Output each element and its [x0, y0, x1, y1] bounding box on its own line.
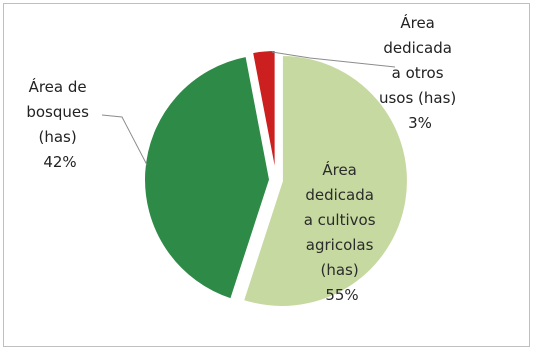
pie-slice-bosques [143, 54, 272, 301]
leader-line-otros [271, 51, 396, 68]
slice-label-cultivos-line: agricolas [306, 236, 374, 254]
slice-label-cultivos-line: dedicada [305, 186, 374, 204]
slice-label-otros-line: usos (has) [379, 89, 456, 107]
slice-label-bosques: Área de bosques (has) 42% [26, 77, 93, 171]
pie-slice-cultivos [241, 53, 409, 308]
slice-percent-cultivos: 55% [325, 286, 358, 304]
slice-label-otros-line: dedicada [383, 39, 452, 57]
leader-lines [101, 51, 396, 166]
slice-label-bosques-line: (has) [39, 128, 77, 146]
slice-label-bosques-line: bosques [26, 103, 89, 121]
slice-label-otros: Área dedicada a otros usos (has) 3% [379, 13, 461, 132]
slice-label-cultivos-line: a cultivos [304, 211, 376, 229]
pie-slice-otros [250, 49, 277, 177]
slice-percent-otros: 3% [408, 114, 432, 132]
slice-label-otros-line: Área [400, 13, 435, 32]
slice-label-cultivos: Área dedicada a cultivos agricolas (has)… [304, 160, 381, 304]
slice-percent-bosques: 42% [43, 153, 76, 171]
slice-label-cultivos-line: Área [322, 160, 357, 179]
slice-label-cultivos-line: (has) [321, 261, 359, 279]
slice-label-otros-line: a otros [392, 64, 444, 82]
pie-slices [143, 49, 409, 308]
slice-label-bosques-line: Área de [29, 77, 87, 96]
leader-line-bosques [101, 114, 148, 166]
